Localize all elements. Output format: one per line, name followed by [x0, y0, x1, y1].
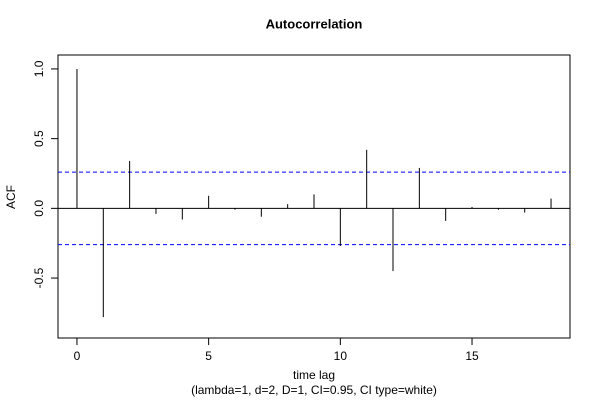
- y-tick-label: 0.0: [32, 200, 46, 217]
- x-axis-label: time lag: [293, 368, 335, 382]
- x-tick-label: 5: [205, 349, 212, 363]
- y-tick-label: 1.0: [32, 60, 46, 77]
- y-tick-label: 0.5: [32, 130, 46, 147]
- chart-title: Autocorrelation: [266, 16, 363, 31]
- x-tick-label: 15: [465, 349, 479, 363]
- x-tick-label: 0: [74, 349, 81, 363]
- y-axis-label: ACF: [4, 185, 18, 209]
- x-tick-label: 10: [334, 349, 348, 363]
- y-tick-label: -0.5: [32, 267, 46, 288]
- subtitle: (lambda=1, d=2, D=1, CI=0.95, CI type=wh…: [191, 383, 437, 397]
- plot-box: [57, 54, 571, 339]
